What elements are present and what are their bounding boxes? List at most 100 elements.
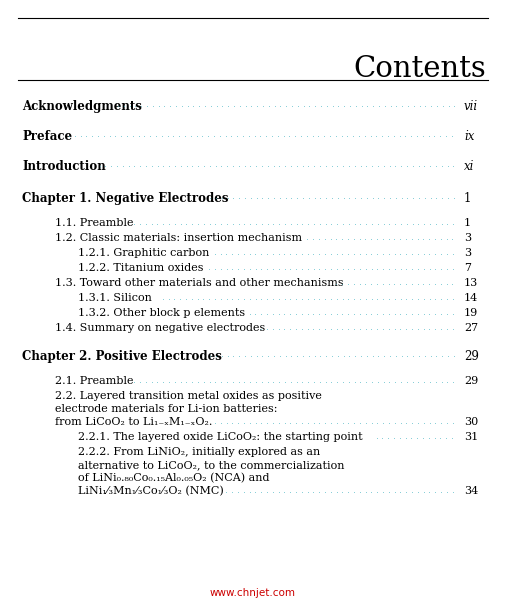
Text: .: . (375, 130, 378, 139)
Text: .: . (313, 192, 316, 201)
Text: .: . (186, 100, 189, 109)
Text: .: . (376, 161, 379, 170)
Text: .: . (128, 100, 131, 109)
Text: .: . (150, 161, 154, 170)
Text: .: . (388, 192, 391, 201)
Text: .: . (405, 486, 408, 496)
Text: .: . (451, 218, 454, 227)
Text: .: . (422, 278, 424, 288)
Text: .: . (347, 218, 350, 227)
Text: .: . (410, 248, 413, 257)
Text: .: . (387, 233, 390, 243)
Text: .: . (434, 192, 437, 201)
Text: .: . (323, 308, 326, 317)
Text: .: . (410, 308, 413, 317)
Text: .: . (429, 350, 432, 359)
Text: .: . (405, 417, 408, 426)
Text: .: . (428, 263, 431, 272)
Text: .: . (312, 218, 315, 227)
Text: .: . (382, 350, 385, 359)
Text: .: . (392, 432, 395, 441)
Text: .: . (434, 376, 437, 385)
Text: .: . (405, 293, 408, 302)
Text: .: . (351, 130, 355, 139)
Text: .: . (127, 161, 130, 170)
Text: .: . (376, 486, 378, 496)
Text: .: . (179, 293, 182, 302)
Text: .: . (451, 161, 455, 170)
Text: .: . (289, 417, 292, 426)
Text: .: . (243, 350, 246, 359)
Text: .: . (439, 486, 442, 496)
Text: .: . (365, 161, 368, 170)
Text: .: . (260, 486, 263, 496)
Text: .: . (416, 432, 418, 441)
Text: .: . (440, 350, 443, 359)
Text: .: . (416, 323, 419, 333)
Text: 3: 3 (463, 248, 470, 258)
Text: .: . (219, 417, 222, 426)
Text: .: . (387, 218, 390, 227)
Text: .: . (306, 323, 309, 333)
Text: .: . (318, 263, 321, 272)
Text: .: . (440, 218, 442, 227)
Text: .: . (427, 130, 430, 139)
Text: .: . (255, 192, 258, 201)
Text: .: . (318, 218, 321, 227)
Text: .: . (277, 248, 280, 257)
Text: .: . (219, 263, 222, 272)
Text: .: . (277, 486, 280, 496)
Text: .: . (271, 248, 274, 257)
Text: .: . (266, 248, 269, 257)
Text: .: . (365, 376, 367, 385)
Text: .: . (335, 486, 338, 496)
Text: .: . (372, 100, 374, 109)
Text: .: . (416, 278, 419, 288)
Text: .: . (231, 417, 234, 426)
Text: .: . (209, 161, 211, 170)
Text: .: . (359, 161, 362, 170)
Text: .: . (410, 278, 413, 288)
Text: .: . (370, 233, 372, 243)
Text: .: . (412, 350, 414, 359)
Text: 29: 29 (463, 350, 478, 363)
Text: .: . (439, 248, 442, 257)
Text: .: . (184, 130, 186, 139)
Text: .: . (405, 248, 408, 257)
Text: .: . (289, 376, 292, 385)
Text: .: . (324, 218, 327, 227)
Text: .: . (417, 192, 420, 201)
Text: .: . (248, 248, 251, 257)
Text: .: . (370, 308, 373, 317)
Text: .: . (450, 233, 453, 243)
Text: .: . (330, 161, 333, 170)
Text: .: . (328, 130, 331, 139)
Text: .: . (399, 263, 401, 272)
Text: 1.3. Toward other materials and other mechanisms: 1.3. Toward other materials and other me… (55, 278, 343, 288)
Text: .: . (354, 350, 357, 359)
Text: 30: 30 (463, 417, 477, 427)
Text: .: . (293, 130, 296, 139)
Text: .: . (312, 417, 315, 426)
Text: .: . (352, 417, 356, 426)
Text: .: . (306, 308, 309, 317)
Text: .: . (201, 130, 204, 139)
Text: 27: 27 (463, 323, 477, 333)
Text: .: . (294, 486, 297, 496)
Text: .: . (196, 376, 199, 385)
Text: .: . (369, 278, 372, 288)
Text: .: . (312, 248, 315, 257)
Text: .: . (255, 376, 257, 385)
Text: .: . (307, 376, 310, 385)
Text: .: . (393, 486, 396, 496)
Text: .: . (406, 161, 408, 170)
Text: .: . (388, 161, 391, 170)
Text: .: . (149, 130, 152, 139)
Text: .: . (312, 486, 315, 496)
Text: .: . (358, 233, 361, 243)
Text: .: . (406, 350, 409, 359)
Text: .: . (404, 432, 407, 441)
Text: .: . (233, 100, 235, 109)
Text: .: . (417, 350, 420, 359)
Text: .: . (250, 100, 253, 109)
